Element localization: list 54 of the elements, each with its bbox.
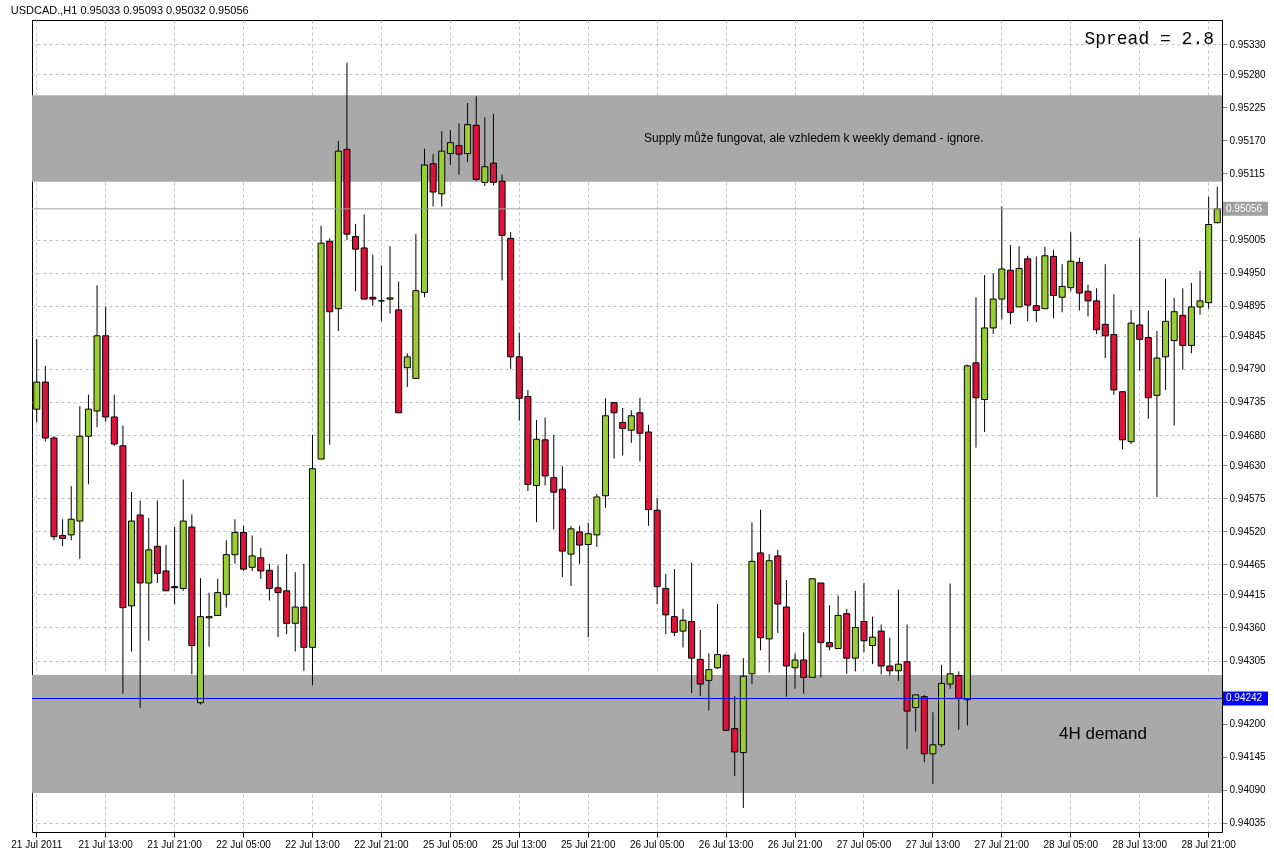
y-tick-label: 0.95330 xyxy=(1229,38,1267,50)
annotation: Spread = 2.8 xyxy=(1084,29,1214,49)
y-tick-label: 0.94895 xyxy=(1229,300,1267,312)
y-tick-label: 0.94950 xyxy=(1229,267,1267,279)
x-tick-label: 22 Jul 13:00 xyxy=(285,838,341,850)
x-tick-label: 21 Jul 21:00 xyxy=(147,838,203,850)
y-tick-label: 0.94415 xyxy=(1229,588,1267,600)
y-tick-label: 0.94735 xyxy=(1229,396,1267,408)
y-tick-label: 0.94790 xyxy=(1229,363,1267,375)
y-tick-label: 0.95005 xyxy=(1229,234,1267,246)
x-tick-label: 26 Jul 13:00 xyxy=(698,838,754,850)
y-tick-label: 0.94465 xyxy=(1229,558,1267,570)
x-tick-label: 26 Jul 05:00 xyxy=(629,838,685,850)
x-tick-label: 25 Jul 05:00 xyxy=(423,838,479,850)
y-tick-label: 0.95280 xyxy=(1229,68,1267,80)
x-tick-label: 28 Jul 13:00 xyxy=(1112,838,1168,850)
y-tick-label: 0.94035 xyxy=(1229,817,1267,829)
ref-line-label: 0.95056 xyxy=(1226,202,1263,214)
x-tick-label: 28 Jul 05:00 xyxy=(1043,838,1099,850)
x-tick-label: 22 Jul 05:00 xyxy=(216,838,272,850)
y-tick-label: 0.94845 xyxy=(1229,330,1267,342)
candlestick xyxy=(214,578,222,616)
x-tick-label: 22 Jul 21:00 xyxy=(354,838,410,850)
y-tick-label: 0.94090 xyxy=(1229,784,1267,796)
y-tick-label: 0.94680 xyxy=(1229,429,1267,441)
y-tick-label: 0.94360 xyxy=(1229,622,1267,633)
y-tick-label: 0.94200 xyxy=(1229,718,1267,730)
x-tick-label: 25 Jul 13:00 xyxy=(492,838,547,850)
y-tick-label: 0.94520 xyxy=(1229,525,1267,537)
y-tick-label: 0.95225 xyxy=(1229,101,1267,113)
y-tick-label: 0.95170 xyxy=(1229,134,1267,146)
candlestick xyxy=(352,223,360,292)
x-tick-label: 21 Jul 13:00 xyxy=(78,838,134,850)
x-tick-label: 28 Jul 21:00 xyxy=(1181,838,1237,850)
y-tick-label: 0.94145 xyxy=(1229,751,1267,763)
band-label: 4H demand xyxy=(1059,723,1147,743)
candlestick xyxy=(386,245,394,315)
y-tick-label: 0.94305 xyxy=(1229,655,1267,667)
y-tick-label: 0.94630 xyxy=(1229,459,1267,471)
x-tick-label: 27 Jul 21:00 xyxy=(974,838,1030,850)
x-tick-label: 25 Jul 21:00 xyxy=(560,838,616,850)
band-label: Supply může fungovat, ale vzhledem k weekly demand - ignore. xyxy=(644,131,984,146)
x-tick-label: 27 Jul 13:00 xyxy=(905,838,961,850)
candlestick xyxy=(377,264,385,322)
x-tick-label: 26 Jul 21:00 xyxy=(767,838,823,850)
ref-line-label: 0.94242 xyxy=(1226,692,1263,704)
y-tick-label: 0.95115 xyxy=(1229,167,1266,179)
x-tick-label: 27 Jul 05:00 xyxy=(836,838,892,850)
chart-title: USDCAD.,H1 0.95033 0.95093 0.95032 0.95056 xyxy=(10,4,249,16)
candlestick xyxy=(610,402,618,459)
candlestick xyxy=(619,407,627,456)
candlestick xyxy=(550,434,558,530)
x-tick-label: 21 Jul 2011 xyxy=(11,838,63,850)
y-tick-label: 0.94575 xyxy=(1229,492,1267,504)
